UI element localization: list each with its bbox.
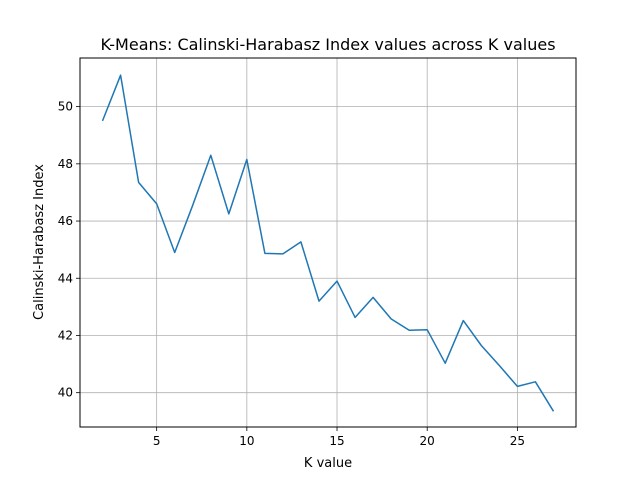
- y-tick-label: 46: [58, 214, 73, 228]
- x-tick-label: 15: [329, 434, 344, 448]
- x-axis-label: K value: [304, 456, 352, 471]
- y-axis-label: Calinski-Harabasz Index: [32, 164, 47, 320]
- x-tick-label: 5: [153, 434, 161, 448]
- x-tick-label: 20: [420, 434, 435, 448]
- y-tick-label: 44: [58, 271, 73, 285]
- grid: [80, 58, 576, 427]
- y-tick-label: 48: [58, 157, 73, 171]
- series-line: [101, 74, 555, 412]
- x-tick-label: 10: [239, 434, 254, 448]
- chart-title: K-Means: Calinski-Harabasz Index values …: [100, 35, 555, 54]
- series-layer: [101, 74, 555, 412]
- y-axis: 40 42 44 46 48 50: [58, 100, 80, 400]
- y-tick-label: 50: [58, 100, 73, 114]
- y-tick-label: 42: [58, 328, 73, 342]
- plot-frame: [79, 57, 577, 428]
- x-tick-label: 25: [510, 434, 525, 448]
- x-axis: 5 10 15 20 25: [153, 427, 525, 448]
- y-tick-label: 40: [58, 386, 73, 400]
